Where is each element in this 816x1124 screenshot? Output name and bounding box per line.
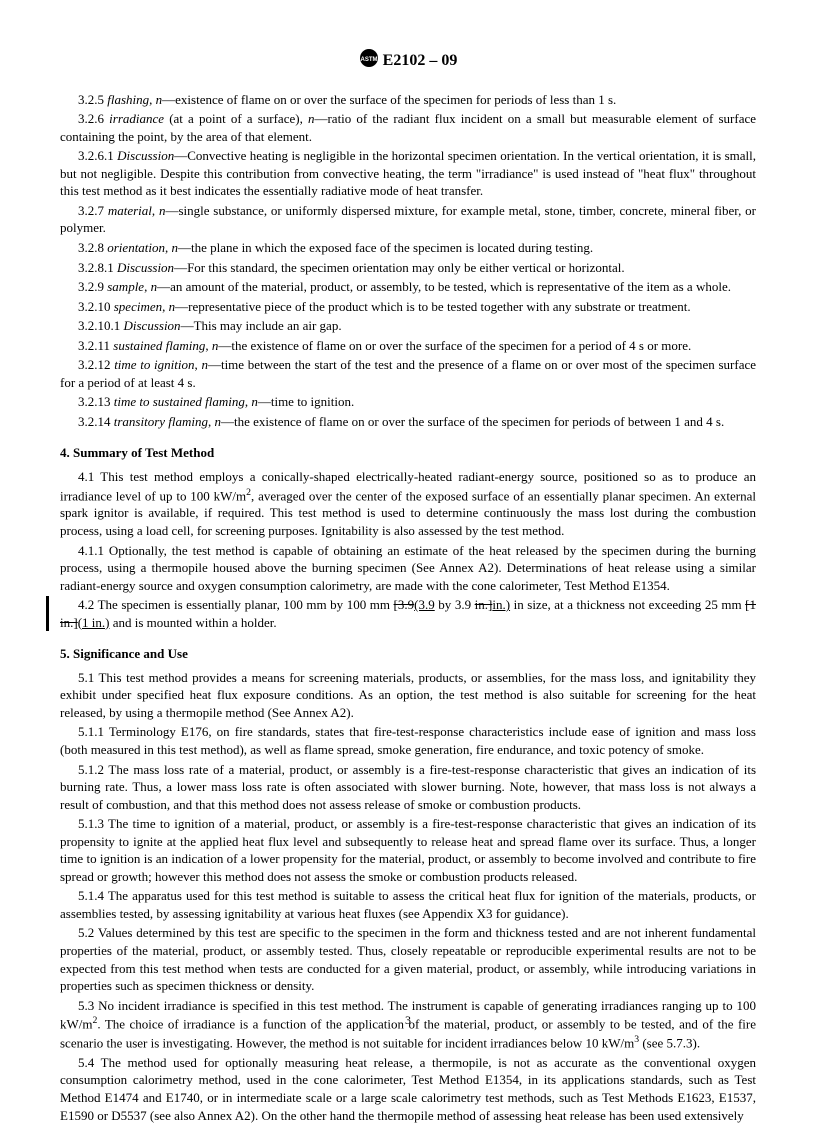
def-3.2.8.1: 3.2.8.1 Discussion—For this standard, th… bbox=[60, 259, 756, 277]
para-5.1.4: 5.1.4 The apparatus used for this test m… bbox=[60, 887, 756, 922]
para-4.2: 4.2 The specimen is essentially planar, … bbox=[60, 596, 756, 631]
def-3.2.6.1: 3.2.6.1 Discussion—Convective heating is… bbox=[60, 147, 756, 200]
astm-logo: ASTM bbox=[359, 48, 379, 75]
para-5.1.2: 5.1.2 The mass loss rate of a material, … bbox=[60, 761, 756, 814]
para-5.1.1: 5.1.1 Terminology E176, on fire standard… bbox=[60, 723, 756, 758]
def-3.2.10.1: 3.2.10.1 Discussion—This may include an … bbox=[60, 317, 756, 335]
para-5.1: 5.1 This test method provides a means fo… bbox=[60, 669, 756, 722]
def-3.2.14: 3.2.14 transitory flaming, n—the existen… bbox=[60, 413, 756, 431]
def-3.2.10: 3.2.10 specimen, n—representative piece … bbox=[60, 298, 756, 316]
para-5.1.3: 5.1.3 The time to ignition of a material… bbox=[60, 815, 756, 885]
def-3.2.13: 3.2.13 time to sustained flaming, n—time… bbox=[60, 393, 756, 411]
page-number: 3 bbox=[60, 1012, 756, 1028]
def-3.2.9: 3.2.9 sample, n—an amount of the materia… bbox=[60, 278, 756, 296]
def-3.2.12: 3.2.12 time to ignition, n—time between … bbox=[60, 356, 756, 391]
def-3.2.6: 3.2.6 irradiance (at a point of a surfac… bbox=[60, 110, 756, 145]
def-3.2.7: 3.2.7 material, n—single substance, or u… bbox=[60, 202, 756, 237]
svg-text:ASTM: ASTM bbox=[360, 57, 377, 63]
section-4-title: 4. Summary of Test Method bbox=[60, 444, 756, 462]
change-bar: 4.2 The specimen is essentially planar, … bbox=[46, 596, 756, 631]
def-3.2.11: 3.2.11 sustained flaming, n—the existenc… bbox=[60, 337, 756, 355]
para-4.1.1: 4.1.1 Optionally, the test method is cap… bbox=[60, 542, 756, 595]
para-4.1: 4.1 This test method employs a conically… bbox=[60, 468, 756, 540]
para-5.2: 5.2 Values determined by this test are s… bbox=[60, 924, 756, 994]
designation: E2102 – 09 bbox=[383, 52, 458, 69]
def-3.2.8: 3.2.8 orientation, n—the plane in which … bbox=[60, 239, 756, 257]
section-5-title: 5. Significance and Use bbox=[60, 645, 756, 663]
para-5.4: 5.4 The method used for optionally measu… bbox=[60, 1054, 756, 1124]
page-header: ASTM E2102 – 09 bbox=[60, 48, 756, 75]
def-3.2.5: 3.2.5 flashing, n—existence of flame on … bbox=[60, 91, 756, 109]
